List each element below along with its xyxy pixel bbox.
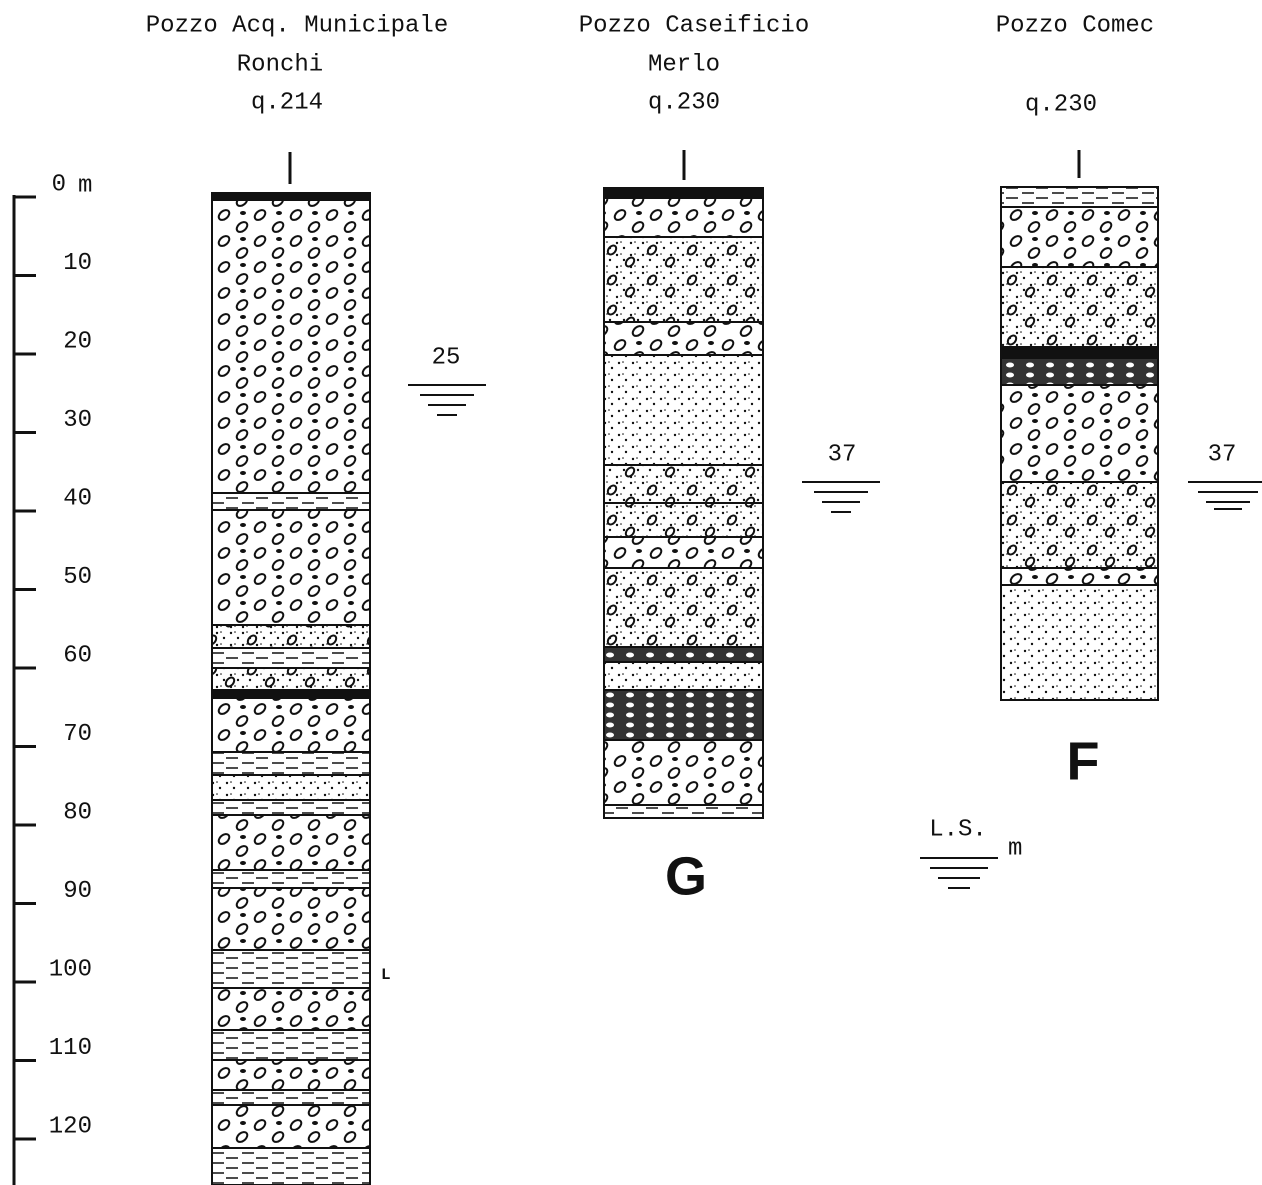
water-symbol — [408, 385, 486, 415]
legend-label: L.S. — [929, 816, 987, 843]
scale-label: 40 — [63, 485, 92, 512]
well-elevation: q.214 — [251, 89, 323, 116]
scale-label: 120 — [49, 1113, 92, 1140]
diagram: Pozzo Acq. Municipale Ronchi q.214 Pozzo… — [0, 0, 1262, 1185]
scale-unit: m — [78, 172, 92, 199]
well-elevation: q.230 — [1025, 91, 1097, 118]
water-symbol — [802, 482, 880, 512]
water-level: 25 — [432, 344, 461, 371]
scale-label: 70 — [63, 721, 92, 748]
scale-label: 110 — [49, 1035, 92, 1062]
scale-label: 10 — [63, 250, 92, 277]
well-title: Ronchi — [237, 51, 323, 78]
scale-label: 30 — [63, 407, 92, 434]
water-level: 37 — [828, 441, 857, 468]
scale-label: 50 — [63, 564, 92, 591]
well-letter: F — [1067, 731, 1100, 791]
well-column — [212, 193, 370, 1185]
well-head — [290, 150, 1079, 184]
annotation: L — [381, 966, 391, 984]
scale-label: 90 — [63, 878, 92, 905]
well-column — [604, 188, 763, 818]
scale-label: 0 — [52, 171, 66, 198]
well-title: Merlo — [648, 51, 720, 78]
legend-unit: m — [1008, 835, 1022, 862]
well-title: Pozzo Comec — [996, 12, 1154, 39]
well-title: Pozzo Acq. Municipale — [146, 12, 448, 39]
scale-label: 80 — [63, 799, 92, 826]
scale-label: 60 — [63, 642, 92, 669]
well-column — [1001, 187, 1158, 700]
well-title: Pozzo Caseificio — [579, 12, 809, 39]
water-symbol — [1188, 482, 1262, 509]
water-level: 37 — [1208, 441, 1237, 468]
scale-label: 20 — [63, 328, 92, 355]
depth-scale — [14, 195, 36, 1185]
water-symbol — [920, 858, 998, 888]
well-elevation: q.230 — [648, 89, 720, 116]
scale-label: 100 — [49, 956, 92, 983]
well-letter: G — [665, 846, 707, 906]
